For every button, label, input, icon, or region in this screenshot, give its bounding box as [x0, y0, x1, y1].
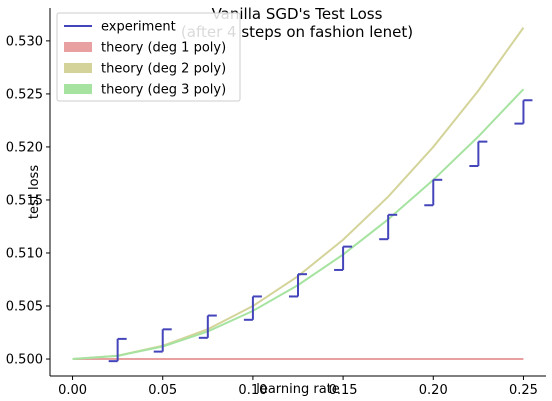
legend-label: theory (deg 2 poly)	[101, 62, 226, 77]
experiment-errorbar	[198, 314, 217, 339]
series-line-3	[72, 88, 525, 361]
legend-label: theory (deg 3 poly)	[101, 83, 226, 98]
legend-label: experiment	[101, 20, 176, 35]
experiment-errorbar	[334, 245, 353, 271]
axes-layer	[49, 8, 546, 377]
experiment-errorbar	[153, 328, 172, 353]
x-tick-label: 0.15	[329, 383, 358, 398]
y-tick-label: 0.530	[6, 34, 43, 49]
experiment-errorbar	[424, 178, 443, 207]
chart-title: Vanilla SGD's Test Loss	[212, 5, 383, 23]
x-tick-label: 0.00	[58, 383, 87, 398]
legend-frame	[56, 12, 241, 102]
y-tick-label: 0.515	[6, 193, 43, 208]
experiment-errorbar	[379, 213, 398, 241]
x-axis-label: learning rate	[256, 382, 340, 397]
y-tick-label: 0.525	[6, 87, 43, 102]
y-ticks: 0.500 0.505 0.510 0.515 0.520 0.525 0.530	[6, 34, 50, 368]
legend: experiment theory (deg 1 poly) theory (deg…	[56, 12, 241, 102]
series-layer	[72, 27, 533, 363]
experiment-errorbar	[514, 99, 533, 125]
x-tick-label: 0.05	[148, 383, 177, 398]
y-tick-label: 0.510	[6, 246, 43, 261]
x-tick-label: 0.20	[419, 383, 448, 398]
experiment-errorbar	[289, 273, 307, 298]
y-tick-label: 0.520	[6, 140, 43, 155]
y-axis-label: test loss	[27, 165, 42, 219]
x-ticks: 0.00 0.05 0.10 0.15 0.20 0.25	[58, 376, 538, 398]
legend-entry: experiment	[64, 20, 176, 35]
legend-swatch	[64, 84, 92, 94]
legend-swatch	[64, 63, 92, 73]
legend-entry: theory (deg 3 poly)	[64, 83, 226, 98]
legend-entry: theory (deg 2 poly)	[64, 62, 226, 77]
y-tick-label: 0.500	[6, 353, 43, 368]
legend-entry: theory (deg 1 poly)	[64, 41, 226, 56]
y-tick-label: 0.505	[6, 300, 43, 315]
x-tick-label: 0.25	[509, 383, 538, 398]
experiment-errorbar	[469, 140, 488, 168]
legend-label: theory (deg 1 poly)	[101, 41, 226, 56]
experiment-errorbar	[108, 337, 127, 363]
experiment-errorbar	[243, 295, 262, 321]
legend-swatch	[64, 42, 92, 52]
x-tick-label: 0.10	[238, 383, 267, 398]
